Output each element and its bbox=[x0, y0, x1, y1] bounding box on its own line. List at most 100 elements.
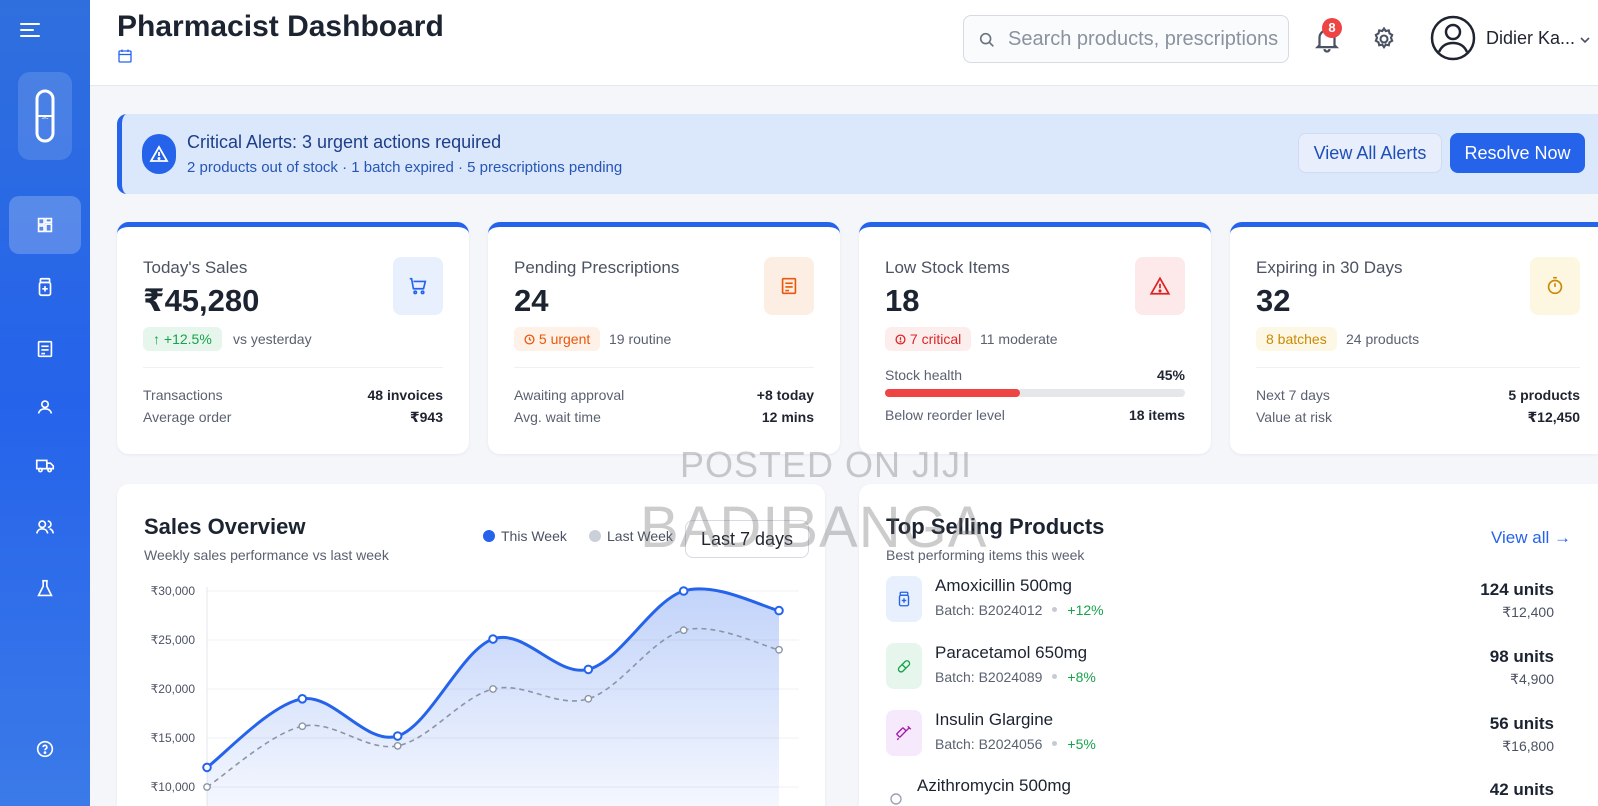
range-select[interactable]: Last 7 days bbox=[685, 520, 809, 558]
view-all-link[interactable]: View all → bbox=[1491, 528, 1571, 547]
product-row[interactable]: Azithromycin 500mg 42 units bbox=[886, 776, 1554, 806]
last-week-point bbox=[298, 722, 307, 731]
card-label: Pending Prescriptions bbox=[514, 258, 680, 277]
svg-text:SC: SC bbox=[42, 115, 49, 121]
this-week-point bbox=[774, 605, 784, 616]
product-batch: Batch: B2024012 +12% bbox=[935, 602, 1104, 618]
dashboard-icon bbox=[37, 217, 53, 233]
batch-text: Batch: B2024012 bbox=[935, 602, 1043, 618]
legend-last-week[interactable]: Last Week bbox=[589, 528, 673, 544]
alert-circle-icon bbox=[895, 334, 906, 345]
top-header: Pharmacist Dashboard 8 Didier Ka... bbox=[90, 0, 1598, 86]
alert-title: Critical Alerts: 3 urgent actions requir… bbox=[187, 132, 502, 152]
card-icon-box bbox=[764, 257, 814, 315]
row-value: 48 invoices bbox=[367, 387, 444, 403]
flask-icon bbox=[37, 579, 53, 597]
product-icon-box bbox=[886, 776, 906, 806]
last-week-point bbox=[393, 741, 402, 750]
chip-text: 7 critical bbox=[909, 331, 962, 347]
sidebar-item-prescriptions[interactable] bbox=[9, 320, 81, 378]
expiring-card[interactable]: Expiring in 30 Days 32 8 batches 24 prod… bbox=[1230, 222, 1598, 454]
avatar[interactable] bbox=[1430, 15, 1476, 61]
row-value: 5 products bbox=[1508, 387, 1580, 403]
batch-text: Batch: B2024056 bbox=[935, 736, 1043, 752]
medicine-bottle-icon bbox=[898, 591, 910, 607]
this-week-point bbox=[678, 586, 689, 596]
sidebar-item-help[interactable] bbox=[9, 720, 81, 778]
product-batch: Batch: B2024089 +8% bbox=[935, 669, 1096, 685]
product-units: 56 units bbox=[1489, 714, 1554, 733]
product-revenue: ₹16,800 bbox=[1502, 738, 1554, 754]
search-input[interactable] bbox=[1008, 16, 1280, 62]
legend-this-week[interactable]: This Week bbox=[483, 528, 567, 544]
this-week-point bbox=[202, 762, 212, 773]
card-icon-box bbox=[1135, 257, 1185, 315]
this-week-point bbox=[392, 731, 403, 741]
product-revenue: ₹4,900 bbox=[1510, 671, 1554, 687]
this-week-point bbox=[583, 664, 594, 675]
this-week-area bbox=[207, 588, 779, 806]
sidebar-item-inventory[interactable] bbox=[9, 258, 81, 316]
this-week-point bbox=[488, 634, 498, 644]
clock-icon bbox=[524, 334, 535, 345]
sidebar-item-deliveries[interactable] bbox=[9, 436, 81, 494]
product-row[interactable]: Amoxicillin 500mg Batch: B2024012 +12% 12… bbox=[886, 576, 1554, 636]
warning-icon bbox=[149, 145, 169, 162]
low-stock-card[interactable]: Low Stock Items 18 7 critical 11 moderat… bbox=[859, 222, 1211, 454]
y-tick-label: ₹20,000 bbox=[151, 682, 196, 696]
search-box[interactable] bbox=[963, 15, 1289, 63]
resolve-now-button[interactable]: Resolve Now bbox=[1450, 133, 1585, 173]
users-icon bbox=[35, 520, 55, 534]
sidebar-item-staff[interactable] bbox=[9, 498, 81, 556]
product-row[interactable]: Insulin Glargine Batch: B2024056 +5% 56 u… bbox=[886, 710, 1554, 770]
row-label: Avg. wait time bbox=[514, 409, 601, 425]
row-label: Average order bbox=[143, 409, 232, 425]
last-week-point bbox=[584, 694, 593, 703]
card-value: 24 bbox=[514, 283, 549, 318]
pill-icon bbox=[897, 660, 911, 673]
batches-chip: 8 batches bbox=[1256, 327, 1337, 351]
panel-subtitle: Best performing items this week bbox=[886, 547, 1085, 563]
card-row: Value at risk ₹12,450 bbox=[1256, 409, 1580, 425]
trend-text: +5% bbox=[1067, 736, 1096, 752]
menu-icon[interactable] bbox=[18, 18, 42, 42]
critical-chip: 7 critical bbox=[885, 327, 972, 351]
pending-prescriptions-card[interactable]: Pending Prescriptions 24 5 urgent 19 rou… bbox=[488, 222, 840, 454]
row-value: 18 items bbox=[1128, 407, 1185, 423]
row-value: ₹12,450 bbox=[1527, 409, 1580, 425]
product-row[interactable]: Paracetamol 650mg Batch: B2024089 +8% 98 … bbox=[886, 643, 1554, 703]
sales-overview-panel: Sales Overview Weekly sales performance … bbox=[117, 484, 825, 806]
y-tick-label: ₹25,000 bbox=[151, 633, 196, 647]
search-icon bbox=[979, 32, 994, 47]
sidebar-item-lab[interactable] bbox=[9, 560, 81, 618]
view-all-alerts-button[interactable]: View All Alerts bbox=[1298, 133, 1442, 173]
chevron-down-icon[interactable] bbox=[1578, 33, 1592, 47]
sidebar-item-dashboard[interactable] bbox=[9, 196, 81, 254]
stock-health-row: Stock health 45% bbox=[885, 367, 1185, 383]
help-icon bbox=[36, 740, 54, 758]
prescription-icon bbox=[37, 340, 53, 358]
app-logo[interactable]: SC bbox=[18, 72, 72, 160]
product-units: 42 units bbox=[1489, 780, 1554, 799]
calendar-icon bbox=[118, 49, 132, 63]
card-value: 18 bbox=[885, 283, 920, 318]
card-row: Next 7 days 5 products bbox=[1256, 387, 1580, 403]
stock-health-fill bbox=[885, 389, 1020, 397]
row-label: Value at risk bbox=[1256, 409, 1332, 425]
sidebar-item-patients[interactable] bbox=[9, 378, 81, 436]
critical-alert-banner: Critical Alerts: 3 urgent actions requir… bbox=[117, 114, 1598, 194]
user-name[interactable]: Didier Ka... bbox=[1486, 28, 1576, 48]
sidebar: SC bbox=[0, 0, 90, 806]
row-value: +8 today bbox=[756, 387, 814, 403]
last-week-point bbox=[489, 685, 497, 693]
gear-icon[interactable] bbox=[1370, 25, 1398, 53]
todays-sales-card[interactable]: Today's Sales ₹45,280 ↑ +12.5% vs yester… bbox=[117, 222, 469, 454]
last-week-point bbox=[203, 783, 211, 791]
notification-badge: 8 bbox=[1322, 18, 1342, 38]
card-divider bbox=[1256, 367, 1580, 368]
row-label: Transactions bbox=[143, 387, 223, 403]
row-value: 12 mins bbox=[761, 409, 814, 425]
row-value: 45% bbox=[1156, 367, 1185, 383]
pill-icon bbox=[890, 793, 902, 805]
card-icon-box bbox=[1530, 257, 1580, 315]
